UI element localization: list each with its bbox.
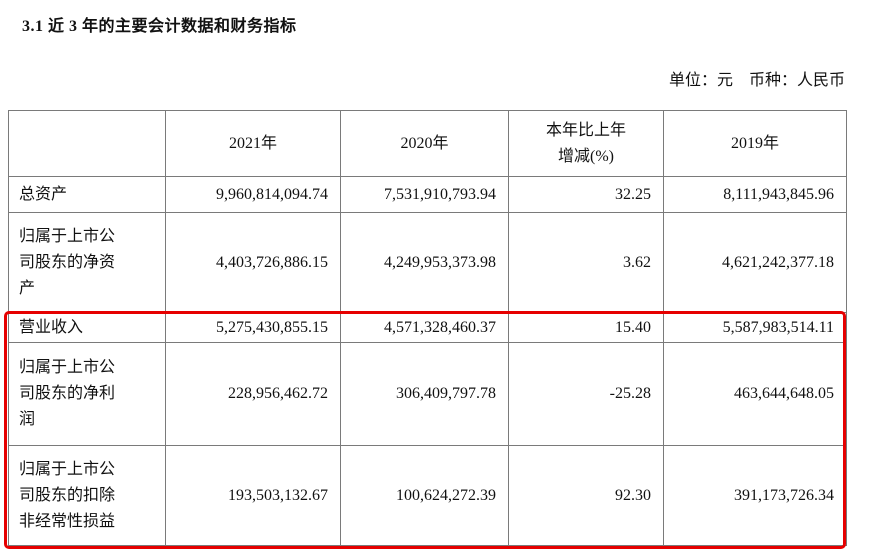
change-cell: 92.30	[508, 445, 664, 546]
value-cell: 4,249,953,373.98	[340, 212, 509, 313]
change-cell: 3.62	[508, 212, 664, 313]
row-label: 总资产	[19, 185, 68, 203]
value-cell: 4,403,726,886.15	[165, 212, 341, 313]
value-cell: 193,503,132.67	[165, 445, 341, 546]
value-cell: 9,960,814,094.74	[165, 176, 341, 213]
row-label: 营业收入	[19, 318, 84, 336]
value-cell: 391,173,726.34	[663, 445, 847, 546]
column-header-2019: 2019年	[663, 110, 847, 177]
row-label: 归属于上市公司股东的净资产	[19, 227, 116, 297]
table-row-net-profit: 归属于上市公司股东的净利润 228,956,462.72 306,409,797…	[8, 342, 847, 446]
change-cell: 32.25	[508, 176, 664, 213]
value-cell: 306,409,797.78	[340, 342, 509, 446]
row-label: 归属于上市公司股东的净利润	[19, 359, 116, 428]
table-row-net-assets: 归属于上市公司股东的净资产 4,403,726,886.15 4,249,953…	[8, 212, 847, 313]
value-cell: 5,587,983,514.11	[663, 312, 847, 343]
value-cell: 100,624,272.39	[340, 445, 509, 546]
value-cell: 5,275,430,855.15	[165, 312, 341, 343]
change-cell: -25.28	[508, 342, 664, 446]
column-header-blank	[8, 110, 166, 177]
value-cell: 7,531,910,793.94	[340, 176, 509, 213]
table-row-total-assets: 总资产 9,960,814,094.74 7,531,910,793.94 32…	[8, 176, 847, 213]
header-row: 2021年 2020年 本年比上年 增减(%) 2019年	[8, 110, 847, 177]
table-row-revenue: 营业收入 5,275,430,855.15 4,571,328,460.37 1…	[8, 312, 847, 343]
value-cell: 4,621,242,377.18	[663, 212, 847, 313]
table-row-net-profit-excl-nonrecurring: 归属于上市公司股东的扣除非经常性损益 193,503,132.67 100,62…	[8, 445, 847, 546]
value-cell: 228,956,462.72	[165, 342, 341, 446]
financial-indicators-table: 2021年 2020年 本年比上年 增减(%) 2019年 总资产 9,960,…	[8, 110, 847, 546]
section-title: 3.1 近 3 年的主要会计数据和财务指标	[22, 18, 297, 35]
column-header-change: 本年比上年 增减(%)	[508, 110, 664, 177]
value-cell: 4,571,328,460.37	[340, 312, 509, 343]
unit-currency-note: 单位：元 币种：人民币	[668, 72, 845, 89]
change-cell: 15.40	[508, 312, 664, 343]
row-label: 归属于上市公司股东的扣除非经常性损益	[19, 460, 116, 530]
column-header-2020: 2020年	[340, 110, 509, 177]
value-cell: 8,111,943,845.96	[663, 176, 847, 213]
column-header-2021: 2021年	[165, 110, 341, 177]
value-cell: 463,644,648.05	[663, 342, 847, 446]
